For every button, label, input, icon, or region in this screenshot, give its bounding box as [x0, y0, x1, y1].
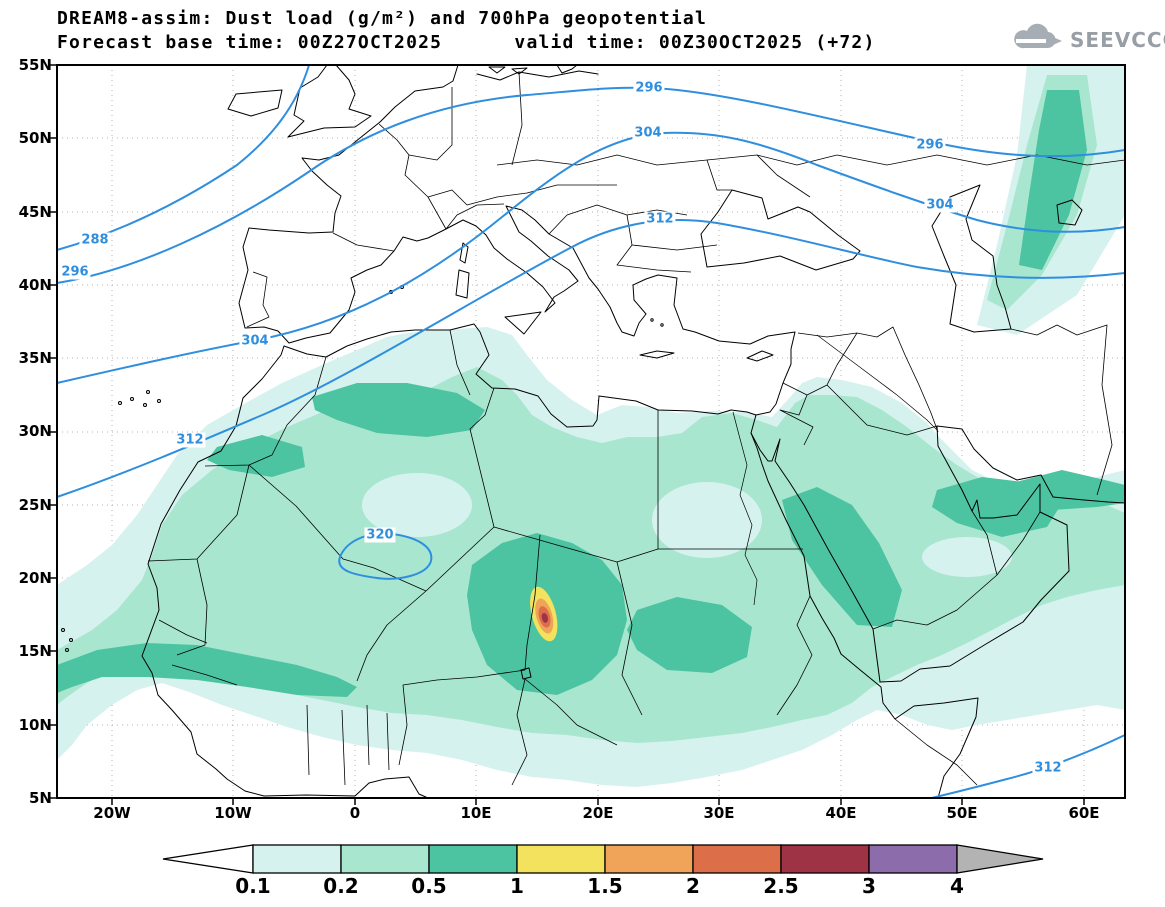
contour-label-296-west: 296 [59, 264, 91, 280]
colorbar-tick-1: 1 [510, 874, 524, 898]
colorbar-arrow-above [956, 844, 1044, 874]
lat-label-50n: 50N [18, 129, 52, 147]
lon-label-0: 0 [349, 804, 361, 822]
colorbar-tick-2: 2 [686, 874, 700, 898]
colorbar-tick-0p1: 0.1 [235, 874, 271, 898]
lon-label-10e: 10E [460, 804, 492, 822]
lon-label-40e: 40E [825, 804, 857, 822]
cloud-arrow-icon [1014, 23, 1062, 49]
lon-label-30e: 30E [703, 804, 735, 822]
page-title: DREAM8-assim: Dust load (g/m²) and 700hP… [57, 8, 707, 29]
lat-label-25n: 25N [18, 496, 52, 514]
colorbar-seg-1p5 [604, 844, 694, 874]
lon-label-50e: 50E [946, 804, 978, 822]
map-canvas [50, 64, 1126, 805]
colorbar-tick-2p5: 2.5 [763, 874, 799, 898]
colorbar-seg-0p2 [340, 844, 430, 874]
colorbar-tick-0p2: 0.2 [323, 874, 359, 898]
colorbar-seg-2 [692, 844, 782, 874]
lat-label-40n: 40N [18, 276, 52, 294]
colorbar-canvas [162, 844, 1044, 874]
seevccc-logo: SEEVCCC [1012, 20, 1165, 60]
contour-label-288: 288 [79, 232, 111, 248]
contour-296 [56, 86, 1126, 284]
lat-label-55n: 55N [18, 56, 52, 74]
contour-label-296-east: 296 [914, 137, 946, 153]
logo-text: SEEVCCC [1070, 28, 1165, 52]
contour-label-304-east: 304 [924, 197, 956, 213]
lon-label-60e: 60E [1068, 804, 1100, 822]
contour-label-320: 320 [364, 527, 396, 543]
lat-label-5n: 5N [29, 789, 52, 807]
lon-label-20e: 20E [582, 804, 614, 822]
contour-label-312-center: 312 [644, 211, 676, 227]
lat-label-35n: 35N [18, 349, 52, 367]
forecast-times: Forecast base time: 00Z27OCT2025 valid t… [57, 32, 876, 53]
lat-label-15n: 15N [18, 642, 52, 660]
colorbar-tick-1p5: 1.5 [587, 874, 623, 898]
contour-label-304-north: 304 [632, 125, 664, 141]
colorbar-seg-0p5 [428, 844, 518, 874]
colorbar-seg-3 [868, 844, 958, 874]
contour-label-312-southeast: 312 [1032, 760, 1064, 776]
contour-288 [56, 64, 310, 251]
colorbar-tick-4: 4 [950, 874, 964, 898]
dust-level-0p5-patches [57, 90, 1125, 697]
dust-lighter-pockets [362, 473, 1012, 577]
lat-label-10n: 10N [18, 716, 52, 734]
contour-label-296-north: 296 [633, 80, 665, 96]
map-frame [50, 64, 1126, 805]
lat-label-30n: 30N [18, 422, 52, 440]
coastlines [61, 64, 1126, 799]
colorbar-tick-0p5: 0.5 [411, 874, 447, 898]
lon-label-20w: 20W [93, 804, 131, 822]
lon-label-10w: 10W [214, 804, 252, 822]
colorbar-tick-3: 3 [862, 874, 876, 898]
contour-304 [56, 131, 1126, 384]
colorbar-seg-1 [516, 844, 606, 874]
colorbar [160, 842, 1050, 878]
contour-label-304-west: 304 [239, 333, 271, 349]
colorbar-seg-2p5 [780, 844, 870, 874]
contour-312 [56, 219, 1126, 498]
lat-label-45n: 45N [18, 203, 52, 221]
contour-312-southeast [931, 734, 1126, 799]
lat-label-20n: 20N [18, 569, 52, 587]
colorbar-arrow-below [162, 844, 254, 874]
dust-maximum-core [530, 586, 558, 642]
rivers [732, 334, 938, 606]
contour-label-312-west: 312 [174, 432, 206, 448]
colorbar-seg-0p1 [252, 844, 342, 874]
map-area: 288 296 304 312 320 296 304 312 296 304 … [50, 64, 1126, 805]
